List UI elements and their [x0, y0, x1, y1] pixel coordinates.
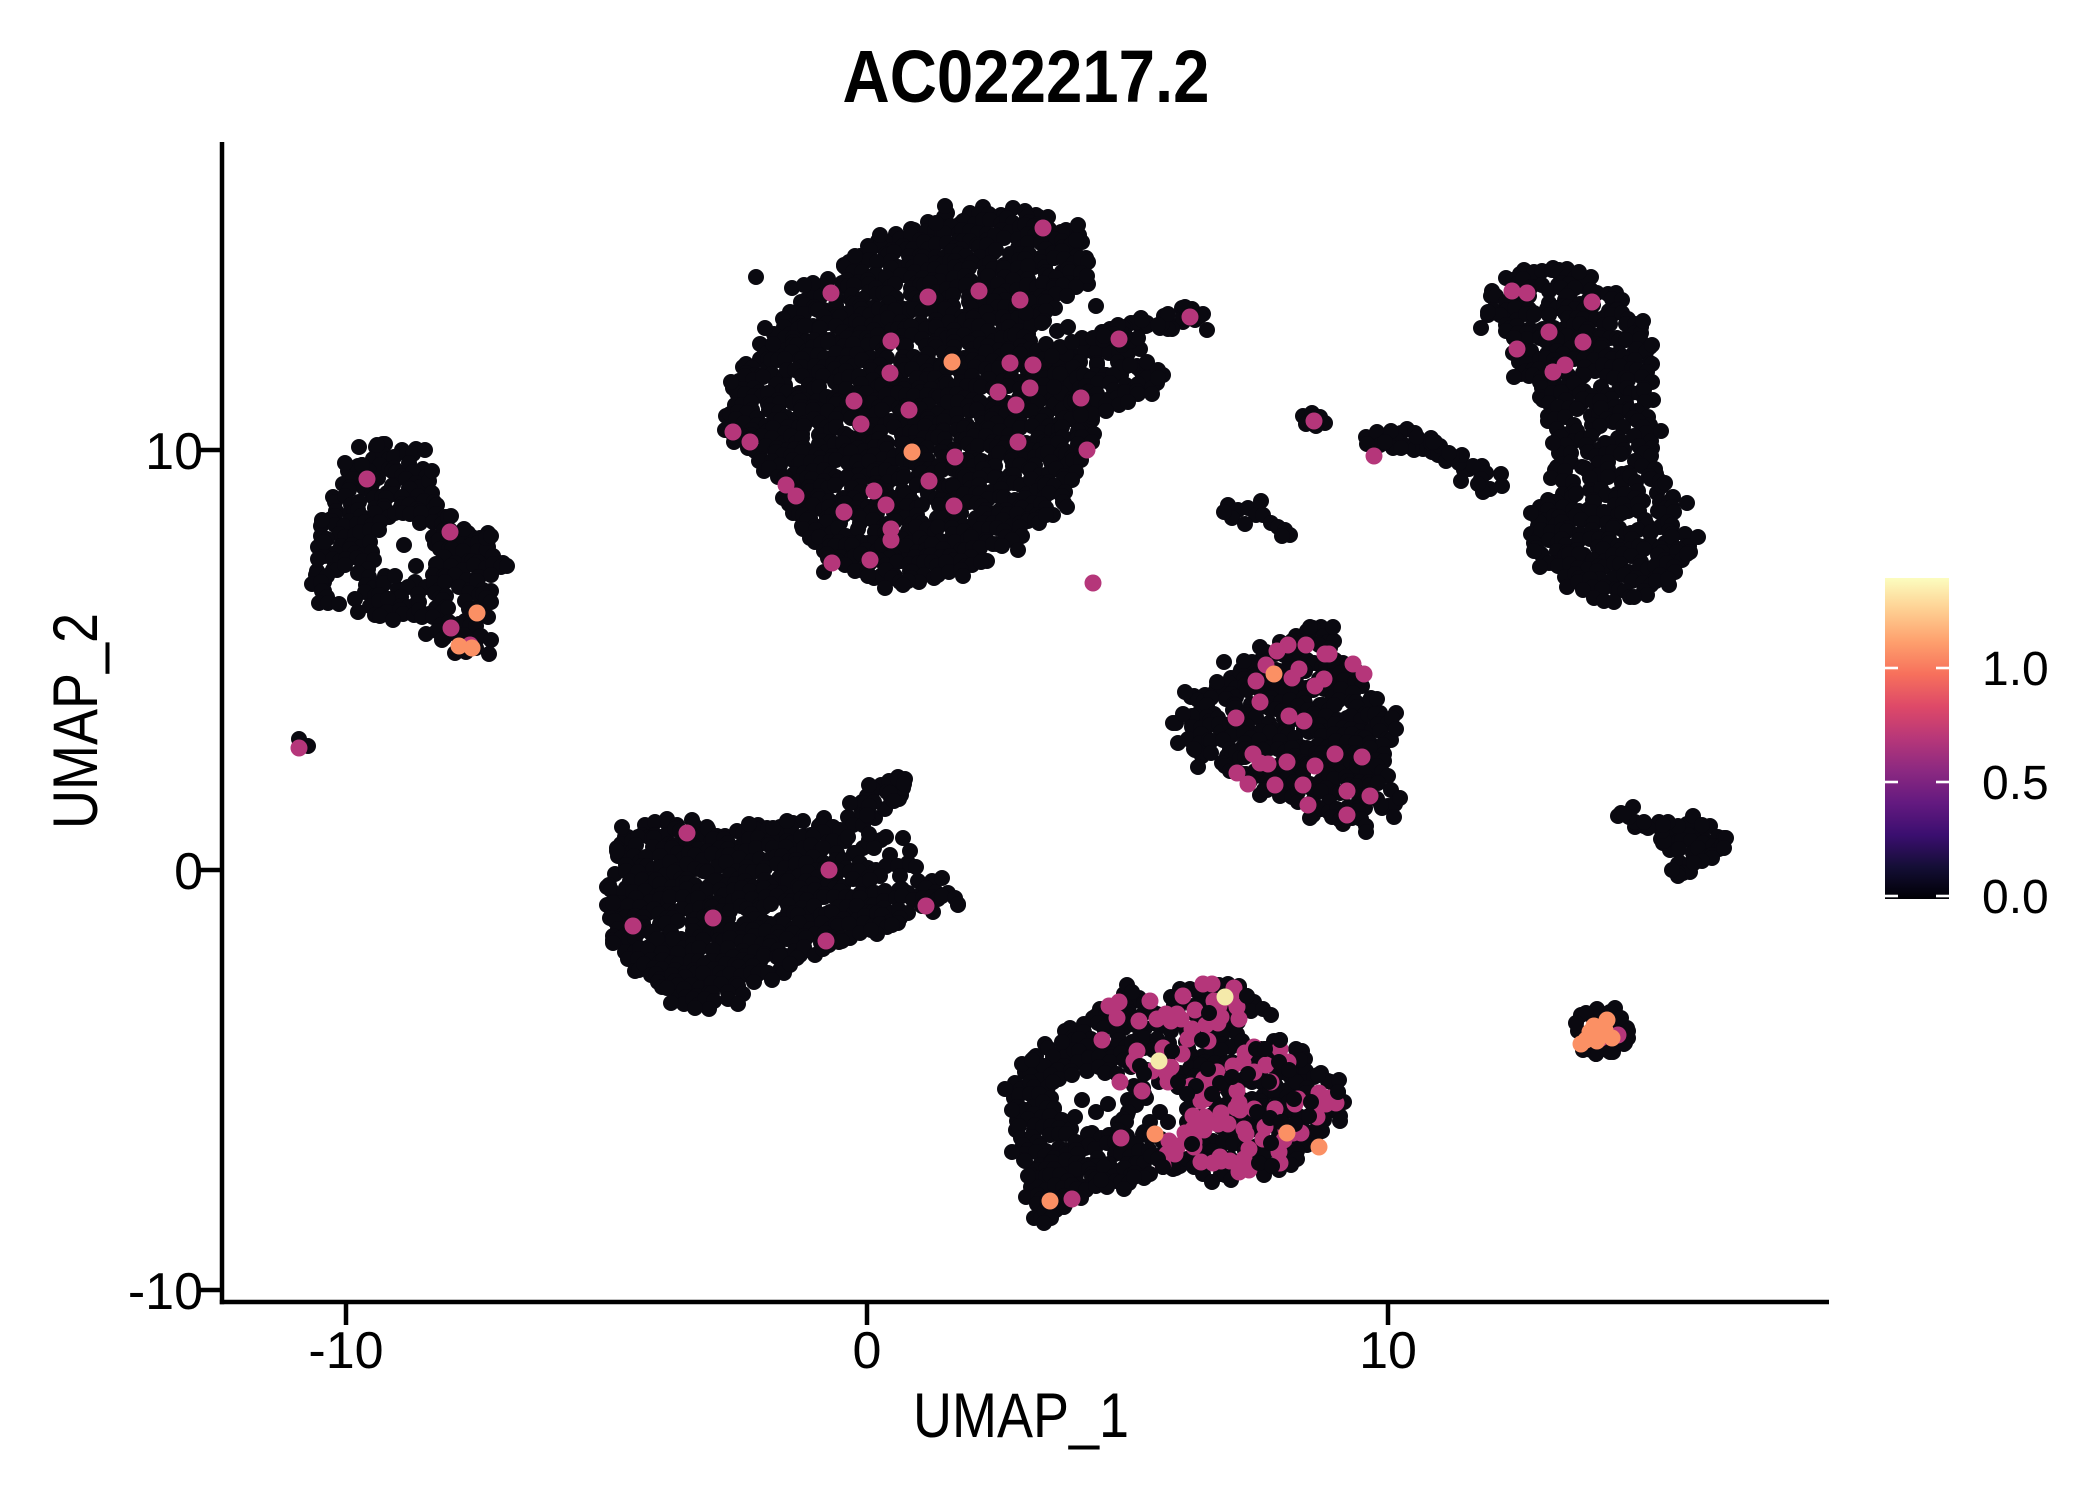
svg-text:-10: -10: [308, 1322, 383, 1380]
svg-text:0: 0: [853, 1322, 882, 1380]
svg-text:UMAP_1: UMAP_1: [913, 1381, 1129, 1451]
svg-text:-10: -10: [128, 1263, 203, 1321]
svg-text:1.0: 1.0: [1982, 643, 2049, 696]
svg-text:0.0: 0.0: [1982, 871, 2049, 924]
svg-text:0.5: 0.5: [1982, 757, 2049, 810]
svg-text:10: 10: [1359, 1322, 1417, 1380]
svg-text:10: 10: [145, 423, 203, 481]
svg-text:AC022217.2: AC022217.2: [843, 35, 1210, 118]
svg-text:0: 0: [174, 843, 203, 901]
svg-text:UMAP_2: UMAP_2: [41, 613, 111, 829]
